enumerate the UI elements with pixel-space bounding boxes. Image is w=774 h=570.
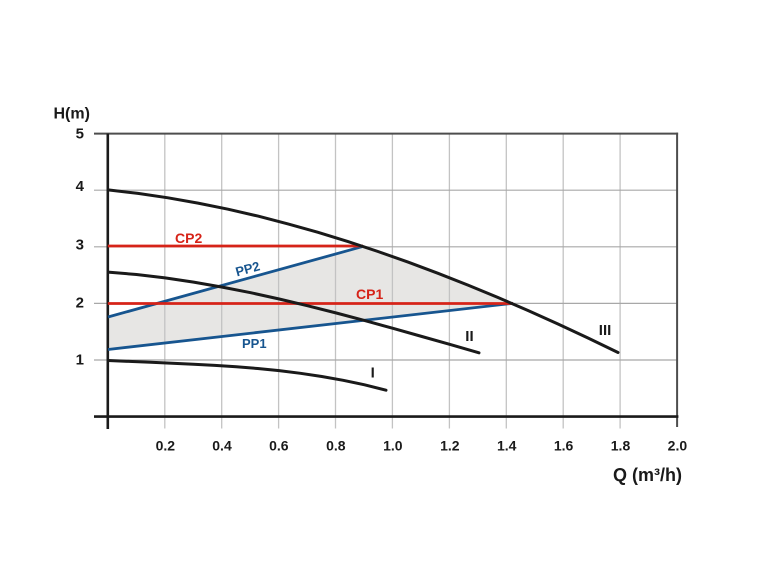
- svg-text:1.0: 1.0: [383, 438, 403, 454]
- svg-text:0.4: 0.4: [212, 438, 232, 454]
- svg-text:1.8: 1.8: [611, 438, 631, 454]
- svg-text:H(m): H(m): [54, 106, 90, 123]
- svg-text:I: I: [371, 365, 375, 382]
- svg-text:4: 4: [76, 178, 85, 195]
- svg-text:0.6: 0.6: [269, 438, 289, 454]
- svg-text:1.6: 1.6: [554, 438, 574, 454]
- svg-text:PP2: PP2: [234, 258, 262, 279]
- svg-text:2: 2: [76, 295, 84, 312]
- svg-text:II: II: [465, 328, 473, 345]
- svg-text:CP2: CP2: [175, 230, 202, 246]
- svg-text:PP1: PP1: [242, 336, 267, 351]
- svg-text:1: 1: [76, 351, 84, 368]
- svg-text:Q (m³/h): Q (m³/h): [613, 465, 682, 485]
- svg-text:III: III: [599, 322, 612, 339]
- svg-text:1.4: 1.4: [497, 438, 517, 454]
- svg-text:0.2: 0.2: [156, 438, 176, 454]
- svg-text:CP1: CP1: [356, 286, 383, 302]
- svg-text:2.0: 2.0: [668, 438, 688, 454]
- svg-text:1.2: 1.2: [440, 438, 460, 454]
- svg-text:3: 3: [76, 236, 84, 253]
- svg-text:0.8: 0.8: [326, 438, 346, 454]
- svg-text:5: 5: [76, 126, 84, 143]
